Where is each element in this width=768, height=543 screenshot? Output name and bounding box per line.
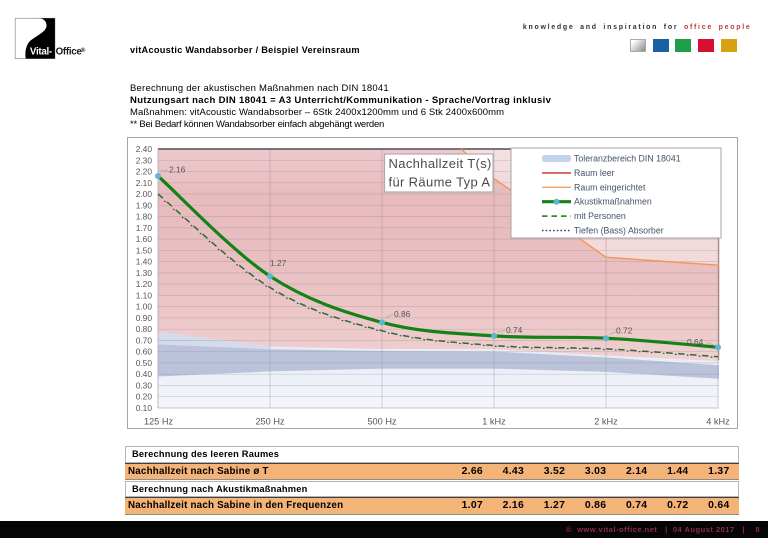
- svg-text:Raum eingerichtet: Raum eingerichtet: [574, 182, 646, 192]
- svg-text:®: ®: [81, 47, 86, 54]
- svg-text:1.60: 1.60: [136, 234, 153, 244]
- svg-text:1 kHz: 1 kHz: [482, 417, 506, 427]
- svg-text:1.40: 1.40: [136, 257, 153, 267]
- svg-text:1.90: 1.90: [136, 200, 153, 210]
- svg-text:0.72: 0.72: [616, 325, 633, 335]
- svg-text:2.30: 2.30: [136, 155, 153, 165]
- svg-text:1.00: 1.00: [136, 302, 153, 312]
- svg-text:mit Personen: mit Personen: [574, 211, 626, 221]
- svg-text:0.50: 0.50: [136, 358, 153, 368]
- svg-text:1.27: 1.27: [270, 258, 287, 268]
- svg-text:1.50: 1.50: [136, 245, 153, 255]
- svg-text:4 kHz: 4 kHz: [706, 417, 730, 427]
- svg-text:2.10: 2.10: [136, 178, 153, 188]
- svg-text:250 Hz: 250 Hz: [255, 417, 285, 427]
- svg-text:0.90: 0.90: [136, 313, 153, 323]
- svg-text:Toleranzbereich DIN 18041: Toleranzbereich DIN 18041: [574, 154, 681, 164]
- svg-text:Vital-: Vital-: [30, 47, 52, 58]
- svg-text:1.30: 1.30: [136, 268, 153, 278]
- svg-text:0.74: 0.74: [506, 325, 523, 335]
- svg-text:1.10: 1.10: [136, 290, 153, 300]
- svg-text:2.20: 2.20: [136, 167, 153, 177]
- svg-text:0.60: 0.60: [136, 347, 153, 357]
- svg-text:Tiefen (Bass) Absorber: Tiefen (Bass) Absorber: [574, 226, 664, 236]
- svg-text:0.80: 0.80: [136, 324, 153, 334]
- svg-text:125 Hz: 125 Hz: [144, 417, 174, 427]
- svg-text:Nachhallzeit T(s): Nachhallzeit T(s): [389, 156, 492, 171]
- svg-text:Akustikmaßnahmen: Akustikmaßnahmen: [574, 197, 652, 207]
- svg-text:Raum leer: Raum leer: [574, 168, 615, 178]
- svg-text:500 Hz: 500 Hz: [367, 417, 397, 427]
- svg-text:1.70: 1.70: [136, 223, 153, 233]
- svg-text:2.00: 2.00: [136, 189, 153, 199]
- svg-text:0.40: 0.40: [136, 369, 153, 379]
- svg-text:2.40: 2.40: [136, 144, 153, 154]
- svg-text:0.70: 0.70: [136, 335, 153, 345]
- svg-text:0.10: 0.10: [136, 403, 153, 413]
- svg-text:2.16: 2.16: [169, 165, 186, 175]
- svg-text:0.86: 0.86: [394, 309, 411, 319]
- svg-text:1.20: 1.20: [136, 279, 153, 289]
- svg-text:0.20: 0.20: [136, 392, 153, 402]
- svg-text:1.80: 1.80: [136, 212, 153, 222]
- svg-text:2 kHz: 2 kHz: [594, 417, 618, 427]
- svg-text:für Räume Typ A: für Räume Typ A: [389, 175, 491, 190]
- svg-text:0.30: 0.30: [136, 381, 153, 391]
- svg-text:0.64: 0.64: [687, 337, 704, 347]
- svg-text:Office: Office: [56, 47, 83, 58]
